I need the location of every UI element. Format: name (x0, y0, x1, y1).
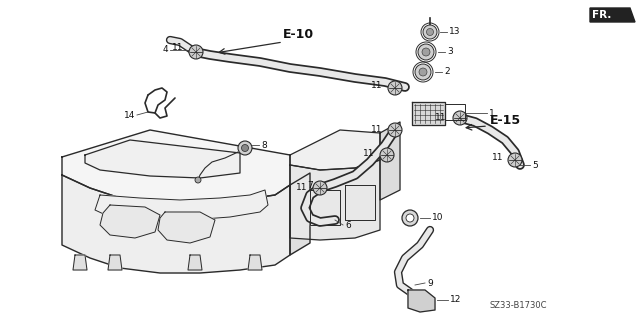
Circle shape (508, 153, 522, 167)
Text: 13: 13 (449, 27, 461, 36)
Polygon shape (85, 140, 240, 178)
Polygon shape (290, 173, 310, 255)
Text: 6: 6 (345, 220, 351, 229)
Circle shape (415, 64, 431, 80)
Text: 14: 14 (124, 110, 135, 120)
Polygon shape (590, 8, 635, 22)
Text: SZ33-B1730C: SZ33-B1730C (490, 300, 547, 309)
Polygon shape (100, 205, 160, 238)
Polygon shape (108, 255, 122, 270)
Circle shape (423, 25, 437, 39)
Circle shape (402, 210, 418, 226)
Text: 11: 11 (371, 81, 382, 91)
Circle shape (195, 177, 201, 183)
Text: 11: 11 (492, 153, 503, 162)
Polygon shape (345, 185, 375, 220)
Text: E-10: E-10 (283, 28, 314, 41)
Polygon shape (380, 122, 400, 200)
Circle shape (453, 111, 467, 125)
Circle shape (380, 148, 394, 162)
Text: 4: 4 (163, 46, 168, 55)
Polygon shape (95, 190, 268, 220)
Polygon shape (310, 190, 340, 225)
Text: E-15: E-15 (490, 114, 521, 127)
Circle shape (426, 28, 433, 35)
Text: 9: 9 (427, 278, 433, 287)
Polygon shape (62, 175, 290, 273)
Polygon shape (188, 255, 202, 270)
Text: 10: 10 (432, 213, 444, 222)
Text: 3: 3 (447, 48, 452, 56)
Text: FR.: FR. (592, 10, 611, 20)
Text: 11: 11 (296, 182, 307, 191)
Circle shape (241, 145, 248, 152)
Circle shape (313, 181, 327, 195)
Text: 8: 8 (261, 140, 267, 150)
Circle shape (418, 44, 434, 60)
Text: 1: 1 (489, 108, 495, 117)
Circle shape (189, 45, 203, 59)
Circle shape (406, 214, 414, 222)
Polygon shape (290, 160, 380, 240)
Circle shape (422, 48, 430, 56)
Circle shape (388, 123, 402, 137)
Circle shape (388, 81, 402, 95)
Text: 11: 11 (435, 113, 446, 122)
Polygon shape (408, 290, 435, 312)
Text: 11: 11 (362, 149, 374, 158)
Text: 12: 12 (450, 295, 461, 305)
Polygon shape (158, 212, 215, 243)
Polygon shape (412, 102, 445, 125)
Circle shape (419, 68, 427, 76)
Polygon shape (290, 130, 380, 170)
Polygon shape (73, 255, 87, 270)
Text: 2: 2 (444, 68, 450, 77)
Text: 11: 11 (172, 42, 183, 51)
Text: 5: 5 (532, 160, 538, 169)
Circle shape (238, 141, 252, 155)
Text: 7: 7 (307, 181, 313, 189)
Text: 11: 11 (371, 125, 382, 135)
Polygon shape (62, 130, 290, 205)
Polygon shape (248, 255, 262, 270)
